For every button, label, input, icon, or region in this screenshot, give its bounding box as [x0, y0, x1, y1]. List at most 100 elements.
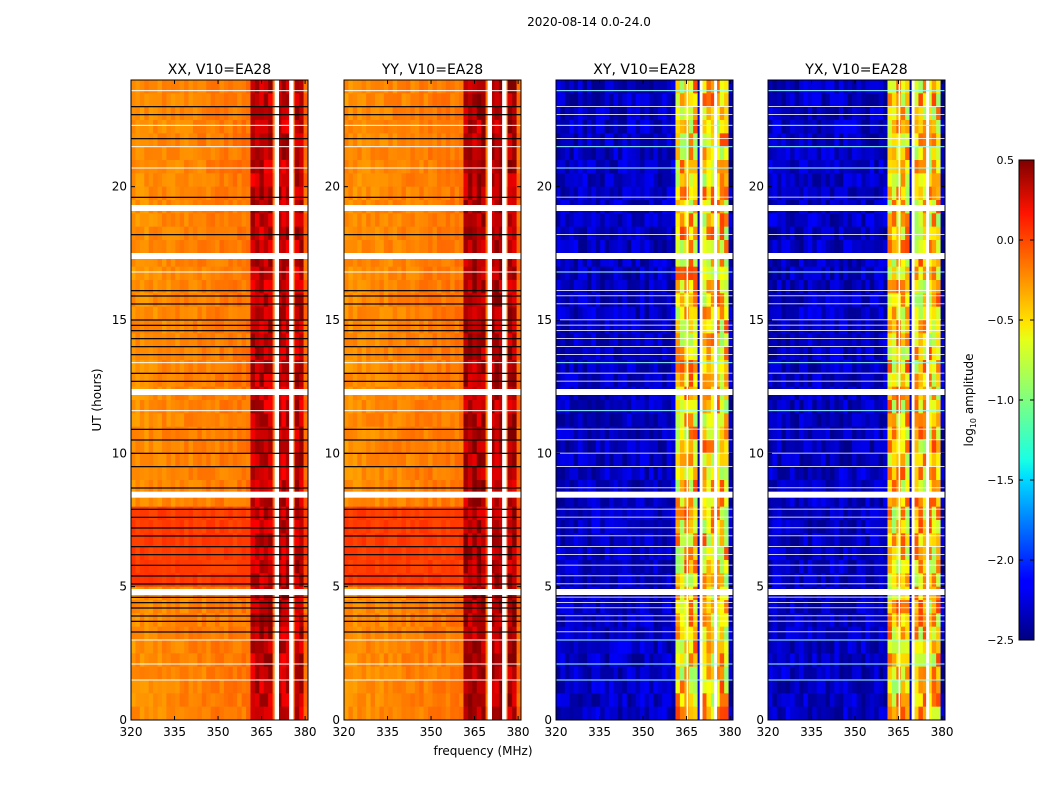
- heatmap-cell: [223, 573, 229, 588]
- heatmap-cell: [428, 653, 434, 668]
- heatmap-cell: [237, 533, 243, 548]
- flag-line: [131, 346, 308, 348]
- heatmap-cell: [366, 160, 372, 174]
- x-tick-label: 350: [420, 725, 443, 739]
- heatmap-cell: [573, 133, 579, 148]
- heatmap-cell: [494, 120, 500, 134]
- heatmap-cell: [432, 706, 438, 720]
- heatmap-cell: [671, 226, 677, 241]
- heatmap-cell: [490, 680, 496, 694]
- heatmap-cell: [215, 93, 221, 108]
- heatmap-cell: [285, 600, 291, 614]
- heatmap-cell: [277, 426, 283, 441]
- heatmap-cell: [586, 253, 592, 268]
- heatmap-cell: [210, 173, 216, 188]
- heatmap-cell: [405, 400, 411, 414]
- heatmap-cell: [419, 120, 425, 134]
- heatmap-cell: [688, 253, 694, 268]
- heatmap-cell: [197, 346, 203, 361]
- heatmap-cell: [228, 360, 234, 374]
- heatmap-cell: [512, 533, 518, 548]
- heatmap-cell: [671, 133, 677, 148]
- heatmap-cell: [206, 600, 212, 614]
- heatmap-cell: [374, 106, 380, 121]
- heatmap-cell: [303, 706, 308, 720]
- heatmap-cell: [197, 666, 203, 681]
- heatmap-cell: [662, 280, 668, 294]
- heatmap-cell: [188, 453, 194, 468]
- heatmap-cell: [294, 186, 300, 201]
- heatmap-cell: [188, 106, 194, 121]
- heatmap-cell: [215, 640, 221, 654]
- heatmap-cell: [135, 493, 141, 508]
- heatmap-cell: [388, 426, 394, 441]
- heatmap-cell: [197, 160, 203, 174]
- heatmap-cell: [560, 266, 566, 281]
- heatmap-cell: [285, 266, 291, 281]
- heatmap-cell: [617, 120, 623, 134]
- heatmap-cell: [250, 413, 256, 428]
- heatmap-cell: [383, 320, 389, 334]
- heatmap-cell: [184, 413, 190, 428]
- heatmap-cell: [666, 373, 672, 388]
- heatmap-cell: [357, 160, 363, 174]
- heatmap-cell: [494, 146, 500, 161]
- heatmap-cell: [401, 106, 407, 121]
- heatmap-cell: [144, 266, 150, 281]
- heatmap-cell: [481, 120, 487, 134]
- heatmap-cell: [232, 400, 238, 414]
- heatmap-cell: [512, 226, 518, 241]
- heatmap-cell: [450, 706, 456, 720]
- heatmap-cell: [344, 560, 350, 574]
- heatmap-cell: [414, 533, 420, 548]
- heatmap-cell: [135, 373, 141, 388]
- heatmap-cell: [666, 80, 672, 94]
- heatmap-cell: [388, 653, 394, 668]
- heatmap-cell: [414, 426, 420, 441]
- heatmap-cell: [653, 186, 659, 201]
- heatmap-cell: [348, 360, 354, 374]
- heatmap-cell: [166, 320, 172, 334]
- heatmap-cell: [476, 613, 482, 628]
- heatmap-cell: [161, 80, 167, 94]
- heatmap-cell: [604, 266, 610, 281]
- heatmap-cell: [388, 293, 394, 308]
- heatmap-cell: [254, 93, 260, 108]
- heatmap-cell: [617, 280, 623, 294]
- heatmap-cell: [388, 626, 394, 641]
- heatmap-cell: [210, 706, 216, 720]
- heatmap-cell: [268, 493, 274, 508]
- heatmap-cell: [428, 600, 434, 614]
- heatmap-cell: [564, 186, 570, 201]
- heatmap-cell: [702, 320, 708, 334]
- heatmap-cell: [348, 186, 354, 201]
- heatmap-cell: [653, 93, 659, 108]
- flag-line: [131, 516, 308, 518]
- heatmap-cell: [591, 93, 597, 108]
- heatmap-cell: [184, 333, 190, 348]
- flag-line: [344, 380, 521, 382]
- heatmap-cell: [139, 280, 145, 294]
- heatmap-cell: [161, 560, 167, 574]
- heatmap-cell: [299, 520, 305, 534]
- heatmap-cell: [454, 680, 460, 694]
- heatmap-cell: [175, 466, 181, 481]
- heatmap-cell: [161, 280, 167, 294]
- heatmap-cell: [428, 520, 434, 534]
- heatmap-cell: [148, 626, 154, 641]
- heatmap-cell: [294, 573, 300, 588]
- heatmap-cell: [144, 373, 150, 388]
- heatmap-cell: [250, 80, 256, 94]
- heatmap-cell: [219, 533, 225, 548]
- heatmap-cell: [139, 213, 145, 228]
- heatmap-cell: [366, 240, 372, 254]
- heatmap-cell: [241, 706, 247, 720]
- heatmap-cell: [268, 253, 274, 268]
- heatmap-cell: [303, 360, 308, 374]
- heatmap-cell: [626, 360, 632, 374]
- heatmap-cell: [662, 360, 668, 374]
- heatmap-cell: [397, 93, 403, 108]
- heatmap-cell: [392, 253, 398, 268]
- heatmap-cell: [441, 613, 447, 628]
- heatmap-cell: [613, 186, 619, 201]
